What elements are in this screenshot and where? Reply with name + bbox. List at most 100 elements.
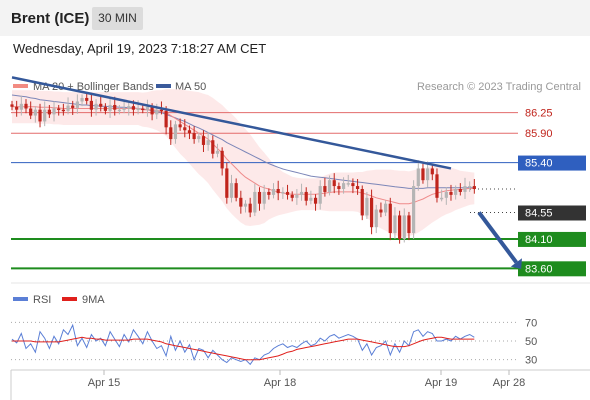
rsi-tick-label-0: 70 [525, 317, 537, 329]
rsi-ma-legend-label: 9MA [82, 294, 105, 306]
candle-body [52, 108, 56, 115]
candle-body [71, 105, 75, 108]
candle-body [127, 106, 131, 109]
candle-body [15, 106, 19, 110]
level-label-0: 86.25 [525, 108, 553, 120]
candle-body [85, 97, 89, 101]
candle-body [89, 100, 93, 110]
candle-body [19, 103, 23, 110]
candle-body [122, 108, 126, 111]
candle-body [285, 191, 290, 195]
candle-body [178, 124, 182, 128]
candle-body [281, 191, 285, 194]
candle-body [430, 168, 434, 175]
chart-header: Brent (ICE) 30 MIN [0, 0, 590, 36]
candle-body [183, 127, 187, 131]
candle-body [355, 186, 360, 189]
timeframe-button[interactable]: 30 MIN [92, 7, 143, 30]
research-credit: Research © 2023 Trading Central [417, 81, 581, 93]
rsi-ma-line [12, 336, 475, 361]
candle-body [33, 109, 37, 116]
rsi-panel: 70 50 30 [11, 317, 537, 367]
candle-body [173, 124, 178, 140]
candle-body [211, 140, 215, 154]
candle-body [43, 109, 47, 122]
candle-body [407, 215, 411, 234]
x-tick-label-1: Apr 18 [264, 377, 296, 389]
candle-body [426, 168, 430, 181]
candle-body [369, 197, 374, 228]
candle-body [332, 180, 336, 187]
candle-body [313, 197, 318, 204]
candle-body [24, 103, 28, 109]
candle-body [337, 186, 341, 189]
candle-body [299, 191, 304, 195]
candle-body [365, 197, 369, 216]
candle-body [248, 203, 252, 213]
candle-body [318, 186, 322, 204]
candle-body [253, 191, 257, 213]
candle-body [412, 186, 416, 234]
rsi-tick-label-2: 30 [525, 355, 537, 367]
candle-body [440, 197, 444, 200]
candle-body [398, 215, 402, 239]
candle-body [444, 191, 448, 198]
candle-body [360, 189, 364, 216]
candle-body [117, 109, 122, 112]
candle-body [327, 180, 332, 192]
x-tick-label-0: Apr 15 [88, 377, 120, 389]
candle-body [187, 130, 192, 134]
candle-body [458, 189, 462, 192]
candle-body [131, 106, 136, 110]
ma50-line [11, 94, 475, 189]
candle-body [57, 108, 61, 111]
candle-body [66, 105, 70, 111]
x-tick-label-2: Apr 19 [425, 377, 457, 389]
rsi-tick-label-1: 50 [525, 336, 537, 348]
candle-body [435, 174, 439, 198]
candle-body [276, 189, 280, 194]
x-tick-label-3: Apr 28 [493, 377, 525, 389]
candle-body [80, 97, 84, 102]
candle-body [309, 197, 313, 201]
candle-body [197, 136, 201, 140]
candle-body [75, 101, 79, 108]
level-label-1: 85.90 [525, 128, 553, 140]
level-tag-2 [518, 155, 586, 171]
candle-body [215, 150, 220, 154]
candle-body [103, 106, 107, 111]
candle-body [374, 209, 378, 228]
candle-body [141, 108, 145, 111]
candle-body [159, 109, 164, 112]
candle-body [234, 183, 238, 198]
candle-body [243, 203, 248, 207]
chart-datetime: Wednesday, April 19, 2023 7:18:27 AM CET [13, 41, 267, 56]
candle-body [192, 133, 196, 140]
candle-body [136, 108, 140, 111]
candle-body [449, 191, 453, 195]
candle-body [267, 191, 271, 195]
candle-body [472, 186, 476, 189]
candle-body [10, 104, 14, 107]
time-axis: Apr 15 Apr 18 Apr 19 Apr 28 [10, 369, 590, 400]
candle-body [201, 136, 206, 145]
candle-body [379, 209, 383, 213]
level-tag-3 [518, 205, 586, 221]
candle-body [145, 106, 150, 110]
candle-body [393, 215, 397, 234]
candle-body [416, 168, 420, 187]
level-label-2: 85.40 [525, 158, 553, 170]
candle-body [454, 189, 458, 195]
candle-body [206, 140, 210, 145]
candle-body [29, 108, 33, 116]
candle-body [304, 191, 308, 201]
candle-body [113, 104, 117, 110]
candle-body [271, 189, 276, 195]
candle-body [169, 127, 173, 140]
candle-body [346, 183, 350, 185]
candle-body [164, 110, 168, 128]
candle-body [262, 191, 266, 204]
level-label-5: 83.60 [525, 263, 553, 275]
rsi-line [11, 323, 475, 366]
bollinger-legend-label: MA 20 + Bollinger Bands [33, 81, 154, 93]
